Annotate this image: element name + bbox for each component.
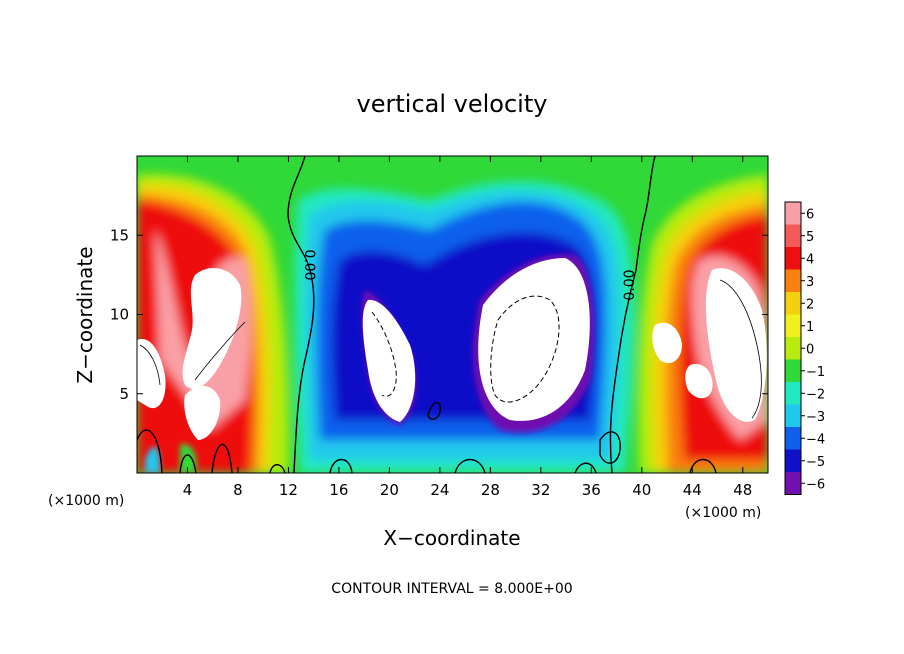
y-axis-label: Z−coordinate: [73, 246, 97, 383]
colorbar-label: 2: [806, 297, 814, 312]
colorbar-swatch: [785, 292, 801, 315]
colorbar-swatch: [785, 202, 801, 225]
x-tick-label: 8: [233, 481, 243, 499]
colorbar-label: 5: [806, 230, 814, 245]
contour-label: 0.00: [622, 269, 638, 300]
colorbar-label: −4: [806, 432, 825, 447]
colorbar-swatch: [785, 449, 801, 472]
colorbar-swatch: [785, 247, 801, 270]
x-tick-label: 16: [329, 481, 348, 499]
x-tick-label: 12: [279, 481, 298, 499]
colorbar-swatch: [785, 359, 801, 382]
y-tick-label: 15: [110, 226, 129, 244]
contour-interval-note: CONTOUR INTERVAL = 8.000E+00: [331, 581, 572, 597]
x-axis-label: X−coordinate: [383, 526, 520, 550]
x-tick-label: 4: [183, 481, 193, 499]
colorbar: 6 5 4 3 2 1 0 −1 −2 −3 −4 −5 −6: [784, 201, 825, 495]
colorbar-label: 6: [806, 207, 814, 222]
colorbar-label: −2: [806, 387, 825, 402]
x-tick-label: 36: [582, 481, 601, 499]
colorbar-label: −5: [806, 455, 825, 470]
colorbar-swatch: [785, 427, 801, 450]
colorbar-swatch: [785, 269, 801, 292]
colorbar-swatch: [785, 224, 801, 247]
x-unit-left: (×1000 m): [48, 493, 124, 509]
x-tick-label: 48: [733, 481, 752, 499]
colorbar-swatch: [785, 314, 801, 337]
colorbar-swatch: [785, 337, 801, 360]
x-tick-label: 24: [430, 481, 449, 499]
x-unit-right: (×1000 m): [685, 505, 761, 521]
colorbar-label: 0: [806, 342, 814, 357]
x-tick-label: 28: [481, 481, 500, 499]
colorbar-label: −1: [806, 365, 825, 380]
chart-title: vertical velocity: [357, 90, 548, 118]
colorbar-label: −3: [806, 410, 825, 425]
colorbar-swatch: [785, 472, 801, 495]
x-tick-label: 40: [632, 481, 651, 499]
colorbar-swatch: [785, 404, 801, 427]
y-tick-label: 10: [110, 306, 129, 324]
plot-area: [137, 156, 768, 473]
x-tick-label: 20: [380, 481, 399, 499]
x-tick-label: 32: [531, 481, 550, 499]
y-tick-label: 5: [119, 385, 129, 403]
colorbar-label: 3: [806, 275, 814, 290]
colorbar-label: −6: [806, 477, 825, 492]
contour-label: 0.00: [301, 249, 317, 280]
colorbar-swatch: [785, 382, 801, 405]
colorbar-label: 4: [806, 252, 814, 267]
colorbar-label: 1: [806, 320, 814, 335]
x-tick-label: 44: [683, 481, 702, 499]
